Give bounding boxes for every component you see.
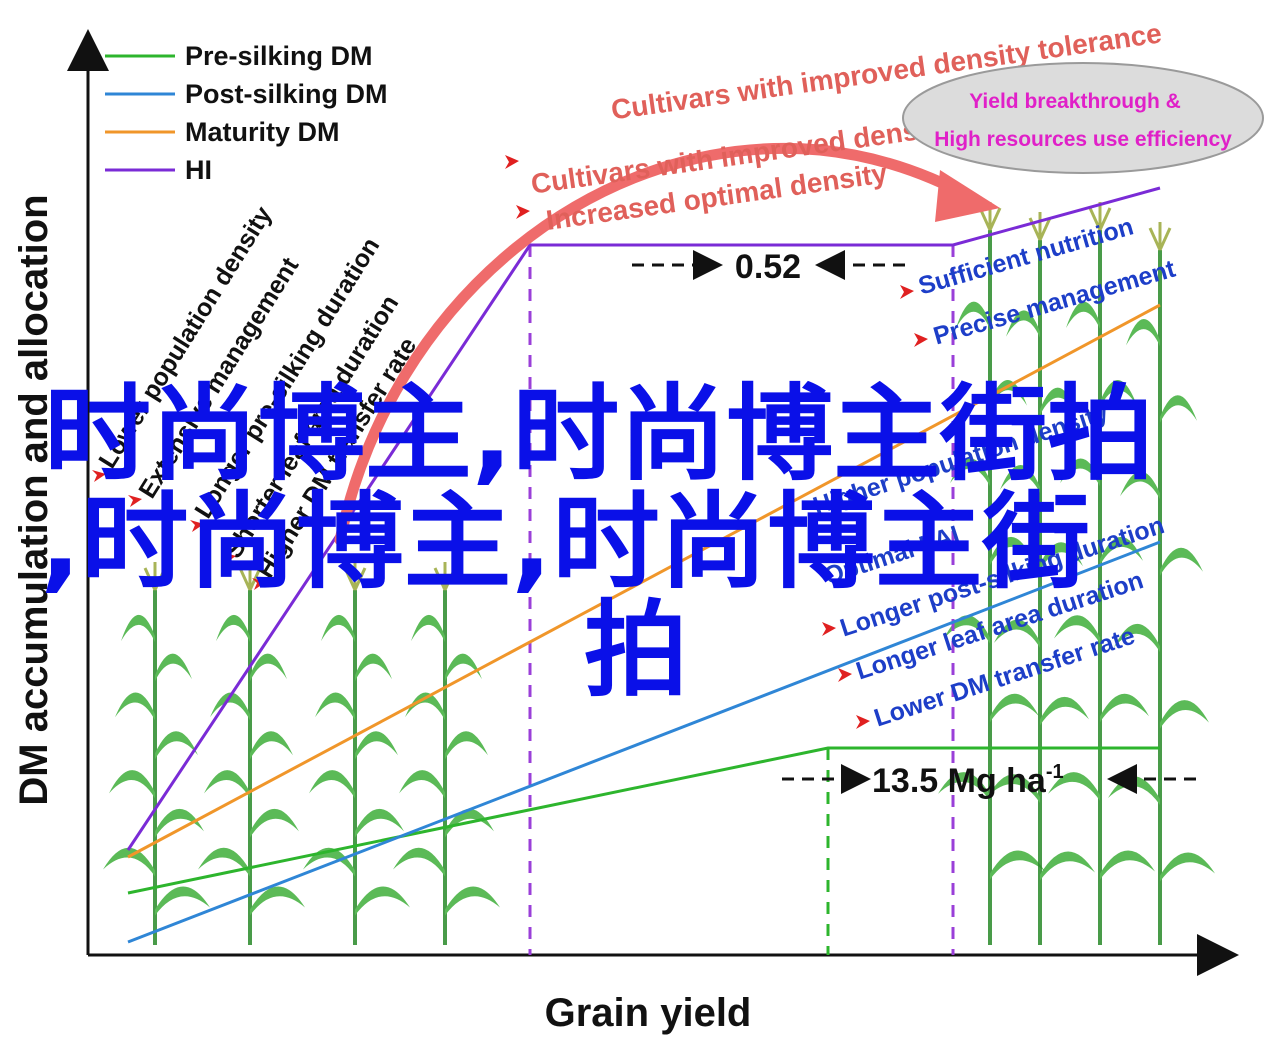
ellipse-line-1: Yield breakthrough & bbox=[969, 90, 1181, 113]
x-axis-title: Grain yield bbox=[545, 991, 752, 1035]
corn-plant bbox=[393, 562, 500, 945]
red-bullet bbox=[516, 205, 530, 219]
axes bbox=[67, 29, 1239, 976]
series-lines bbox=[126, 186, 1161, 944]
overlay-line-3: 拍 bbox=[584, 589, 688, 711]
ellipse-line-2: High resources use efficiency bbox=[934, 128, 1232, 151]
y-axis-title: DM accumulation and allocation bbox=[12, 194, 56, 805]
hi-line bbox=[126, 186, 1161, 851]
pre-silking-dm-line bbox=[127, 746, 1160, 895]
corn-plant bbox=[198, 562, 305, 945]
corn-plant bbox=[988, 212, 1095, 945]
corn-plant bbox=[103, 562, 210, 945]
legend-label-maturity: Maturity DM bbox=[185, 117, 340, 147]
corn-plant bbox=[1108, 222, 1215, 945]
legend: Pre-silking DM Post-silking DM Maturity … bbox=[105, 41, 388, 185]
maturity-dm-line bbox=[127, 303, 1161, 859]
dm-value: 13.5 Mg ha-1 bbox=[872, 761, 1064, 800]
dm-value-annotation: 13.5 Mg ha-1 bbox=[782, 761, 1196, 800]
red-bullet bbox=[505, 155, 519, 169]
improvement-arrow bbox=[334, 143, 978, 546]
yield-breakthrough-ellipse bbox=[902, 62, 1264, 174]
overlay-watermark-text: 时尚博主,时尚博主街拍 ,时尚博主,时尚博主街 拍 bbox=[40, 373, 1154, 711]
hi-gap-value: 0.52 bbox=[735, 248, 801, 286]
overlay-line-1: 时尚博主,时尚博主街拍 bbox=[44, 373, 1154, 495]
post-silking-dm-line bbox=[127, 540, 1161, 944]
hi-gap-annotation: 0.52 bbox=[632, 248, 905, 286]
corn-plant bbox=[303, 562, 410, 945]
improvement-arrow-head bbox=[935, 170, 1000, 222]
legend-label-post: Post-silking DM bbox=[185, 79, 388, 109]
legend-label-hi: HI bbox=[185, 155, 212, 185]
legend-label-pre: Pre-silking DM bbox=[185, 41, 373, 71]
overlay-line-2: ,时尚博主,时尚博主街 bbox=[40, 481, 1090, 603]
corn-plant bbox=[1048, 202, 1155, 945]
